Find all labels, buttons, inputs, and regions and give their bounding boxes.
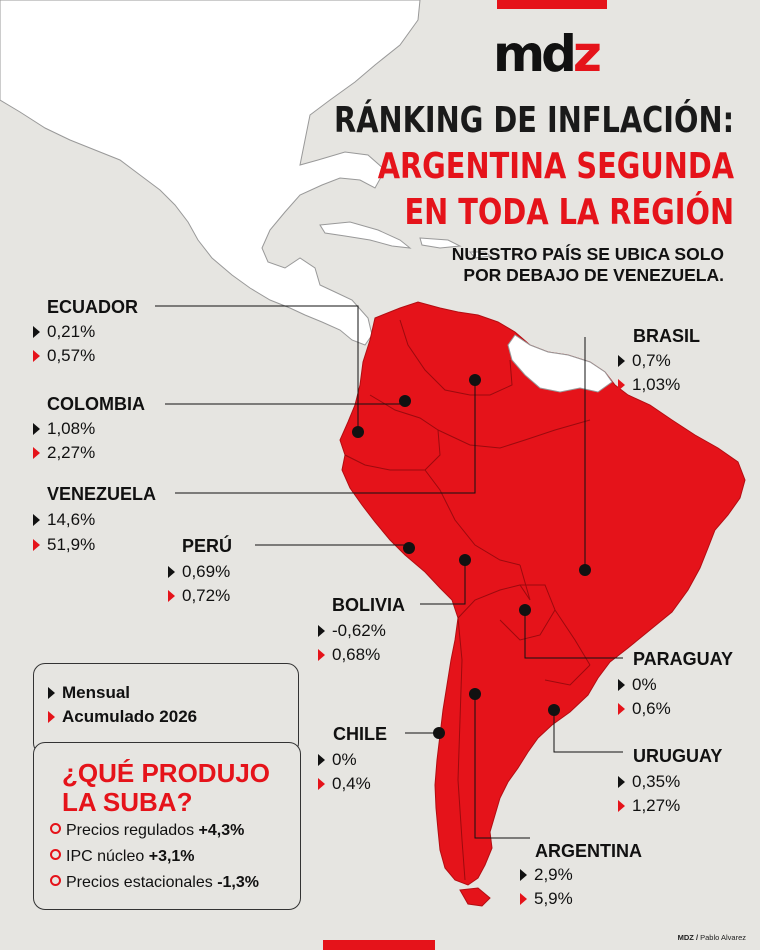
ecuador-label: ECUADOR (47, 297, 139, 317)
legend-accumulated: Acumulado 2026 (48, 706, 197, 728)
brasil-accumulated: 1,03% (618, 374, 680, 396)
subheadline-line-1: NUESTRO PAÍS SE UBICA SOLO (451, 244, 724, 264)
headline-line-3: EN TODA LA REGIÓN (404, 192, 734, 233)
subheadline: NUESTRO PAÍS SE UBICA SOLO POR DEBAJO DE… (452, 244, 724, 286)
country-markers (352, 374, 591, 739)
colombia-accumulated: 2,27% (33, 442, 95, 464)
headline-line-2: ARGENTINA SEGUNDA (377, 146, 734, 187)
argentina-marker (469, 688, 481, 700)
circle-bullet-icon (50, 849, 61, 860)
top-accent-bar (497, 0, 607, 9)
caribbean-islands (319, 221, 492, 259)
bolivia-label: BOLIVIA (332, 595, 406, 615)
cause-item: IPC núcleo +3,1% (50, 847, 195, 867)
headline-line-1: RÁNKING DE INFLACIÓN: (333, 100, 734, 141)
cause-label: Precios regulados (66, 822, 195, 839)
credit: MDZ / Pablo Alvarez (678, 933, 746, 942)
chile-accumulated: 0,4% (318, 773, 371, 795)
bolivia-monthly: -0,62% (318, 620, 386, 642)
uruguay-marker (548, 704, 560, 716)
causes-heading-line-1: ¿QUÉ PRODUJO (62, 758, 271, 788)
mdz-logo: mdz (493, 26, 609, 82)
cause-value: +3,1% (148, 848, 195, 865)
ecuador-marker (352, 426, 364, 438)
circle-bullet-icon (50, 875, 61, 886)
cause-value: -1,3% (217, 874, 259, 891)
venezuela-label: VENEZUELA (47, 484, 157, 504)
colombia-label: COLOMBIA (47, 394, 145, 414)
uruguay-monthly: 0,35% (618, 771, 680, 793)
paraguay-marker (519, 604, 531, 616)
brasil-label: BRASIL (633, 326, 700, 346)
causes-heading: ¿QUÉ PRODUJO LA SUBA? (62, 759, 270, 817)
uruguay-label: URUGUAY (633, 746, 723, 766)
colombia-monthly: 1,08% (33, 418, 95, 440)
ecuador-accumulated: 0,57% (33, 345, 95, 367)
cause-label: IPC núcleo (66, 848, 145, 865)
chile-monthly: 0% (318, 749, 357, 771)
paraguay-label: PARAGUAY (633, 649, 734, 669)
chile-marker (433, 727, 445, 739)
north-america-landmass (0, 0, 421, 346)
logo-main: md (493, 25, 577, 83)
paraguay-monthly: 0% (618, 674, 657, 696)
peru-marker (403, 542, 415, 554)
headline: RÁNKING DE INFLACIÓN: ARGENTINA SEGUNDA … (334, 98, 734, 236)
causes-box: ¿QUÉ PRODUJO LA SUBA? Precios regulados … (33, 742, 301, 910)
bottom-accent-bar (323, 940, 435, 950)
argentina-label: ARGENTINA (535, 841, 642, 861)
colombia-marker (399, 395, 411, 407)
peru-monthly: 0,69% (168, 561, 230, 583)
venezuela-marker (469, 374, 481, 386)
brasil-marker (579, 564, 591, 576)
argentina-monthly: 2,9% (520, 864, 573, 886)
country-borders (344, 319, 591, 881)
credit-author: Pablo Alvarez (700, 933, 746, 942)
brasil-monthly: 0,7% (618, 350, 671, 372)
legend-monthly: Mensual (48, 682, 130, 704)
peru-accumulated: 0,72% (168, 585, 230, 607)
peru-label: PERÚ (182, 536, 233, 556)
tierra-del-fuego (459, 887, 491, 907)
cause-item: Precios regulados +4,3% (50, 821, 244, 841)
subheadline-line-2: POR DEBAJO DE VENEZUELA. (463, 265, 724, 285)
circle-bullet-icon (50, 823, 61, 834)
argentina-accumulated: 5,9% (520, 888, 573, 910)
venezuela-monthly: 14,6% (33, 509, 95, 531)
venezuela-accumulated: 51,9% (33, 534, 95, 556)
causes-heading-line-2: LA SUBA? (62, 787, 193, 817)
chile-label: CHILE (333, 724, 387, 744)
ecuador-monthly: 0,21% (33, 321, 95, 343)
logo-accent: z (572, 25, 602, 83)
guianas (507, 334, 613, 393)
bolivia-accumulated: 0,68% (318, 644, 380, 666)
legend-box: Mensual Acumulado 2026 (33, 663, 299, 755)
credit-outlet: MDZ / (677, 933, 699, 942)
cause-item: Precios estacionales -1,3% (50, 873, 259, 893)
paraguay-accumulated: 0,6% (618, 698, 671, 720)
cause-label: Precios estacionales (66, 874, 213, 891)
cause-value: +4,3% (198, 822, 245, 839)
uruguay-accumulated: 1,27% (618, 795, 680, 817)
bolivia-marker (459, 554, 471, 566)
